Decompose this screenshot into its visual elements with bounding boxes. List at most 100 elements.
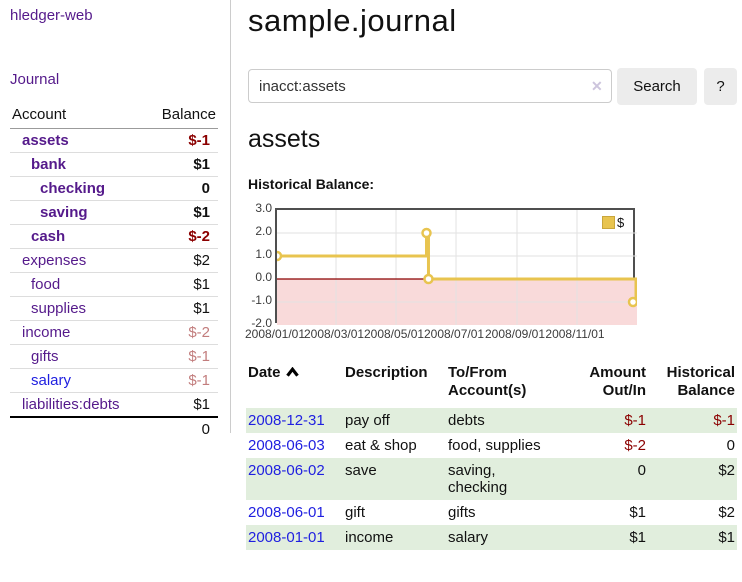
sidebar: hledger-web Journal Account Balance asse… [0, 0, 231, 441]
register-table: Date Description To/From Account(s) Amou… [246, 360, 737, 550]
account-row: assets $-1 [10, 129, 218, 153]
transaction-balance: $-1 [648, 408, 737, 433]
account-link[interactable]: checking [40, 180, 106, 197]
transaction-accounts: food, supplies [448, 437, 541, 454]
register-row: 2008-01-01 income salary $1 $1 [246, 525, 737, 550]
register-row: 2008-06-03 eat & shop food, supplies $-2 0 [246, 433, 737, 458]
account-balance: $1 [145, 272, 218, 297]
register-row: 2008-06-02 save saving, checking 0 $2 [246, 458, 737, 500]
x-axis-label: 2008/01/01 [244, 327, 306, 341]
account-row: checking 0 [10, 176, 218, 201]
y-axis-label: -2.0 [251, 316, 272, 330]
transaction-date-link[interactable]: 2008-06-01 [248, 504, 325, 521]
historical-balance-chart: $ 3.0 2.0 1.0 0.0 -1.0 -2.0 2008/01/01 2008/03/… [244, 200, 678, 342]
register-header-date-label: Date [248, 364, 281, 381]
accounts-total-row: 0 [10, 416, 218, 441]
chart-legend: $ [602, 215, 624, 230]
transaction-description: save [345, 458, 448, 500]
register-header-account: To/From Account(s) [448, 364, 527, 399]
journal-link[interactable]: Journal [10, 71, 60, 88]
account-balance: $1 [145, 296, 218, 321]
register-header-date: Date [246, 360, 345, 408]
register-header-balance: Historical Balance [666, 364, 735, 399]
help-button[interactable]: ? [704, 68, 737, 105]
account-link[interactable]: cash [31, 228, 66, 245]
account-balance: $1 [145, 392, 218, 417]
account-heading: assets [248, 125, 321, 153]
data-point-marker [421, 227, 432, 239]
y-axis-label: 0.0 [255, 270, 272, 284]
account-link[interactable]: expenses [22, 252, 87, 269]
data-point-marker [271, 250, 283, 262]
x-axis-label: 2008/11/01 [545, 327, 605, 341]
accounts-total-spacer [10, 416, 146, 441]
account-link[interactable]: liabilities:debts [22, 396, 120, 413]
transaction-balance: $2 [648, 458, 737, 500]
transaction-balance: $2 [718, 504, 735, 521]
main-content: sample.journal ✕ Search ? assets Histori… [244, 0, 739, 582]
transaction-date-link[interactable]: 2008-06-03 [248, 437, 325, 454]
transaction-amount: $-1 [566, 408, 648, 433]
accounts-header-balance: Balance [145, 103, 218, 129]
account-link[interactable]: saving [40, 204, 88, 221]
transaction-amount: $1 [629, 504, 646, 521]
account-link[interactable]: salary [31, 372, 72, 389]
register-header-amount: Amount Out/In [589, 364, 646, 399]
transaction-balance: $1 [648, 525, 737, 550]
transaction-description: gift [345, 504, 366, 521]
sort-ascending-icon [285, 366, 299, 377]
transaction-accounts: salary [448, 525, 566, 550]
y-axis-label: 3.0 [255, 201, 272, 215]
account-balance: 0 [145, 176, 218, 201]
account-link[interactable]: supplies [31, 300, 87, 317]
account-row: cash $-2 [10, 224, 218, 249]
account-balance: $-1 [145, 368, 218, 393]
accounts-table: Account Balance assets $-1 bank $1 checking 0… [10, 103, 218, 441]
register-row: 2008-12-31 pay off debts $-1 $-1 [246, 408, 737, 433]
account-balance: $-2 [145, 224, 218, 249]
account-balance: $-2 [145, 320, 218, 345]
transaction-accounts: gifts [448, 504, 476, 521]
clear-search-icon[interactable]: ✕ [591, 78, 603, 94]
chart-canvas [271, 210, 639, 325]
accounts-body: assets $-1 bank $1 checking 0 saving $1 cash $-2 e… [10, 129, 218, 417]
account-row: income $-2 [10, 320, 218, 345]
register-header-row: Date Description To/From Account(s) Amou… [246, 360, 737, 408]
transaction-date-link[interactable]: 2008-12-31 [248, 412, 325, 429]
x-axis-label: 2008/09/01 [484, 327, 546, 341]
chart-plot-area: $ [271, 208, 639, 325]
account-link[interactable]: income [22, 324, 71, 341]
account-balance: $1 [145, 200, 218, 225]
account-link[interactable]: assets [22, 132, 69, 149]
account-row: food $1 [10, 272, 218, 297]
account-row: saving $1 [10, 200, 218, 225]
page-title: sample.journal [248, 3, 457, 38]
account-link[interactable]: bank [31, 156, 67, 173]
register-body: 2008-12-31 pay off debts $-1 $-1 2008-06-03 ea… [246, 408, 737, 550]
transaction-description: income [345, 525, 448, 550]
search-button[interactable]: Search [617, 68, 697, 105]
register-row: 2008-06-01 gift gifts $1 $2 [246, 500, 737, 525]
account-row: expenses $2 [10, 248, 218, 273]
account-link[interactable]: food [31, 276, 61, 293]
app-title-link[interactable]: hledger-web [10, 7, 93, 24]
account-row: liabilities:debts $1 [10, 392, 218, 417]
account-balance: $2 [145, 248, 218, 273]
x-axis-label: 2008/07/01 [423, 327, 485, 341]
transaction-date-link[interactable]: 2008-01-01 [248, 529, 325, 546]
x-axis-label: 2008/03/01 [303, 327, 365, 341]
legend-label: $ [617, 215, 625, 230]
transaction-amount: $1 [566, 525, 648, 550]
transaction-amount: 0 [566, 458, 648, 500]
transaction-description: pay off [345, 408, 448, 433]
account-row: salary $-1 [10, 368, 218, 393]
accounts-total-value: 0 [145, 416, 218, 441]
transaction-date-link[interactable]: 2008-06-02 [248, 462, 325, 479]
x-axis-label: 2008/05/01 [363, 327, 425, 341]
account-link[interactable]: gifts [31, 348, 59, 365]
account-row: bank $1 [10, 152, 218, 177]
transaction-accounts: saving, checking [448, 458, 566, 500]
account-balance: $-1 [145, 344, 218, 369]
y-axis-label: 1.0 [255, 247, 272, 261]
search-input[interactable] [248, 69, 612, 103]
